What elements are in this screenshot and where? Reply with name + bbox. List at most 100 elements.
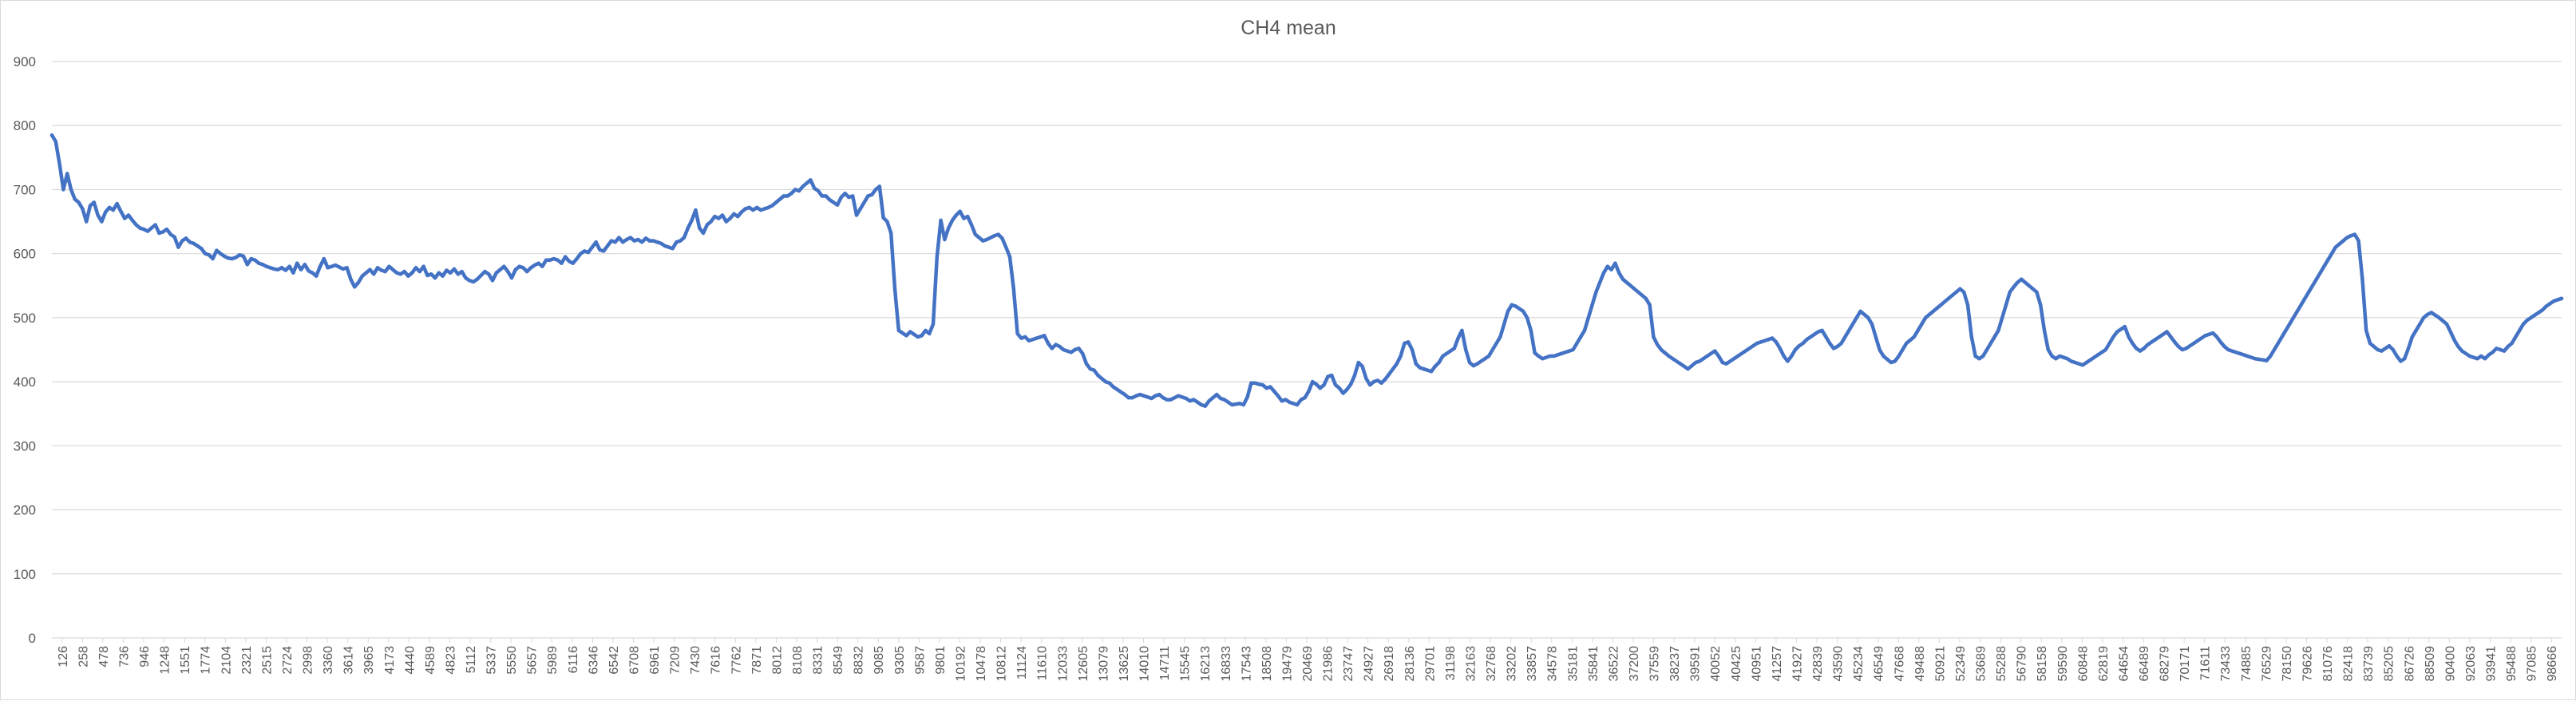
data-point bbox=[1533, 350, 1537, 355]
x-tick-label: 7762 bbox=[730, 646, 743, 675]
data-point bbox=[2261, 358, 2265, 362]
data-point bbox=[1284, 398, 1288, 402]
x-tick-label: 8832 bbox=[853, 646, 866, 675]
data-point bbox=[1241, 402, 1246, 407]
data-point bbox=[709, 220, 713, 224]
data-point bbox=[2111, 335, 2115, 339]
data-point bbox=[1950, 293, 1954, 298]
data-point bbox=[1716, 354, 1721, 358]
data-point bbox=[1368, 382, 1372, 387]
x-tick-label: 8331 bbox=[812, 646, 825, 675]
data-point bbox=[1636, 290, 1640, 294]
data-point bbox=[2410, 335, 2414, 339]
data-point bbox=[862, 200, 866, 204]
data-point bbox=[487, 272, 491, 276]
data-point bbox=[2218, 340, 2222, 344]
data-point bbox=[1924, 315, 1928, 320]
data-point bbox=[299, 267, 303, 271]
data-point bbox=[1916, 328, 1920, 333]
data-point bbox=[881, 216, 885, 220]
data-point bbox=[207, 253, 211, 257]
data-point bbox=[873, 188, 878, 192]
data-point bbox=[1345, 387, 1349, 391]
data-point bbox=[747, 205, 751, 210]
data-point bbox=[1724, 362, 1728, 366]
data-point bbox=[452, 267, 457, 271]
data-point bbox=[1437, 360, 1441, 365]
data-point bbox=[732, 212, 736, 216]
data-point bbox=[1249, 381, 1253, 385]
data-point bbox=[966, 214, 970, 219]
data-point bbox=[1230, 402, 1234, 407]
data-point bbox=[1115, 387, 1119, 391]
data-point bbox=[1878, 347, 1882, 352]
data-point bbox=[770, 204, 774, 208]
data-point bbox=[743, 207, 747, 211]
data-point bbox=[2525, 318, 2529, 323]
data-point bbox=[889, 231, 893, 236]
data-point bbox=[2119, 327, 2123, 331]
data-point bbox=[2456, 344, 2460, 349]
data-point bbox=[931, 322, 936, 327]
x-tick-label: 98666 bbox=[2546, 646, 2559, 682]
data-point bbox=[647, 239, 651, 243]
data-point bbox=[2368, 341, 2372, 346]
data-point bbox=[1502, 322, 1506, 327]
data-point bbox=[981, 239, 985, 243]
data-point bbox=[628, 236, 632, 240]
data-point bbox=[992, 234, 997, 238]
data-point bbox=[349, 277, 353, 281]
data-point bbox=[509, 275, 514, 280]
data-point bbox=[1767, 337, 1771, 342]
data-point bbox=[2154, 337, 2158, 342]
data-point bbox=[1518, 307, 1521, 311]
data-point bbox=[226, 256, 230, 260]
data-point bbox=[2414, 328, 2418, 333]
x-tick-label: 92063 bbox=[2464, 646, 2478, 682]
data-point bbox=[2023, 280, 2028, 284]
data-point bbox=[1992, 335, 1996, 339]
data-point bbox=[2135, 347, 2139, 350]
data-point bbox=[464, 275, 468, 280]
x-tick-label: 3965 bbox=[362, 646, 376, 675]
data-point bbox=[1234, 402, 1238, 406]
data-point bbox=[1816, 330, 1820, 334]
data-point bbox=[1771, 336, 1775, 340]
data-point bbox=[820, 194, 825, 198]
x-tick-label: 33202 bbox=[1506, 646, 1519, 682]
x-tick-label: 41257 bbox=[1771, 646, 1784, 682]
data-point bbox=[2360, 277, 2364, 281]
data-point bbox=[1352, 373, 1357, 378]
data-point bbox=[253, 258, 257, 262]
data-point bbox=[636, 237, 640, 242]
data-point bbox=[1184, 396, 1189, 401]
data-point bbox=[2544, 304, 2548, 308]
y-tick-label: 700 bbox=[14, 182, 36, 197]
data-point bbox=[1486, 354, 1491, 358]
y-tick-label: 0 bbox=[29, 631, 36, 646]
data-point bbox=[107, 205, 112, 210]
data-point bbox=[2299, 303, 2303, 307]
x-tick-label: 86726 bbox=[2403, 646, 2416, 682]
data-point bbox=[1015, 331, 1019, 336]
data-point bbox=[1735, 354, 1740, 358]
data-point bbox=[406, 274, 410, 278]
data-point bbox=[1686, 366, 1690, 371]
data-point bbox=[1675, 359, 1679, 363]
data-point bbox=[2425, 312, 2430, 317]
data-point bbox=[1429, 370, 1434, 374]
data-point bbox=[502, 264, 506, 268]
data-point bbox=[161, 230, 165, 234]
data-point bbox=[1007, 255, 1012, 259]
data-point bbox=[1153, 394, 1157, 398]
data-point bbox=[1755, 341, 1759, 346]
data-point bbox=[1988, 341, 1992, 346]
x-tick-label: 736 bbox=[117, 646, 131, 667]
data-point bbox=[449, 271, 453, 275]
data-point bbox=[2444, 322, 2449, 327]
data-point bbox=[1671, 357, 1675, 361]
data-point bbox=[353, 285, 357, 289]
data-point bbox=[2322, 264, 2326, 268]
data-point bbox=[1912, 335, 1916, 339]
